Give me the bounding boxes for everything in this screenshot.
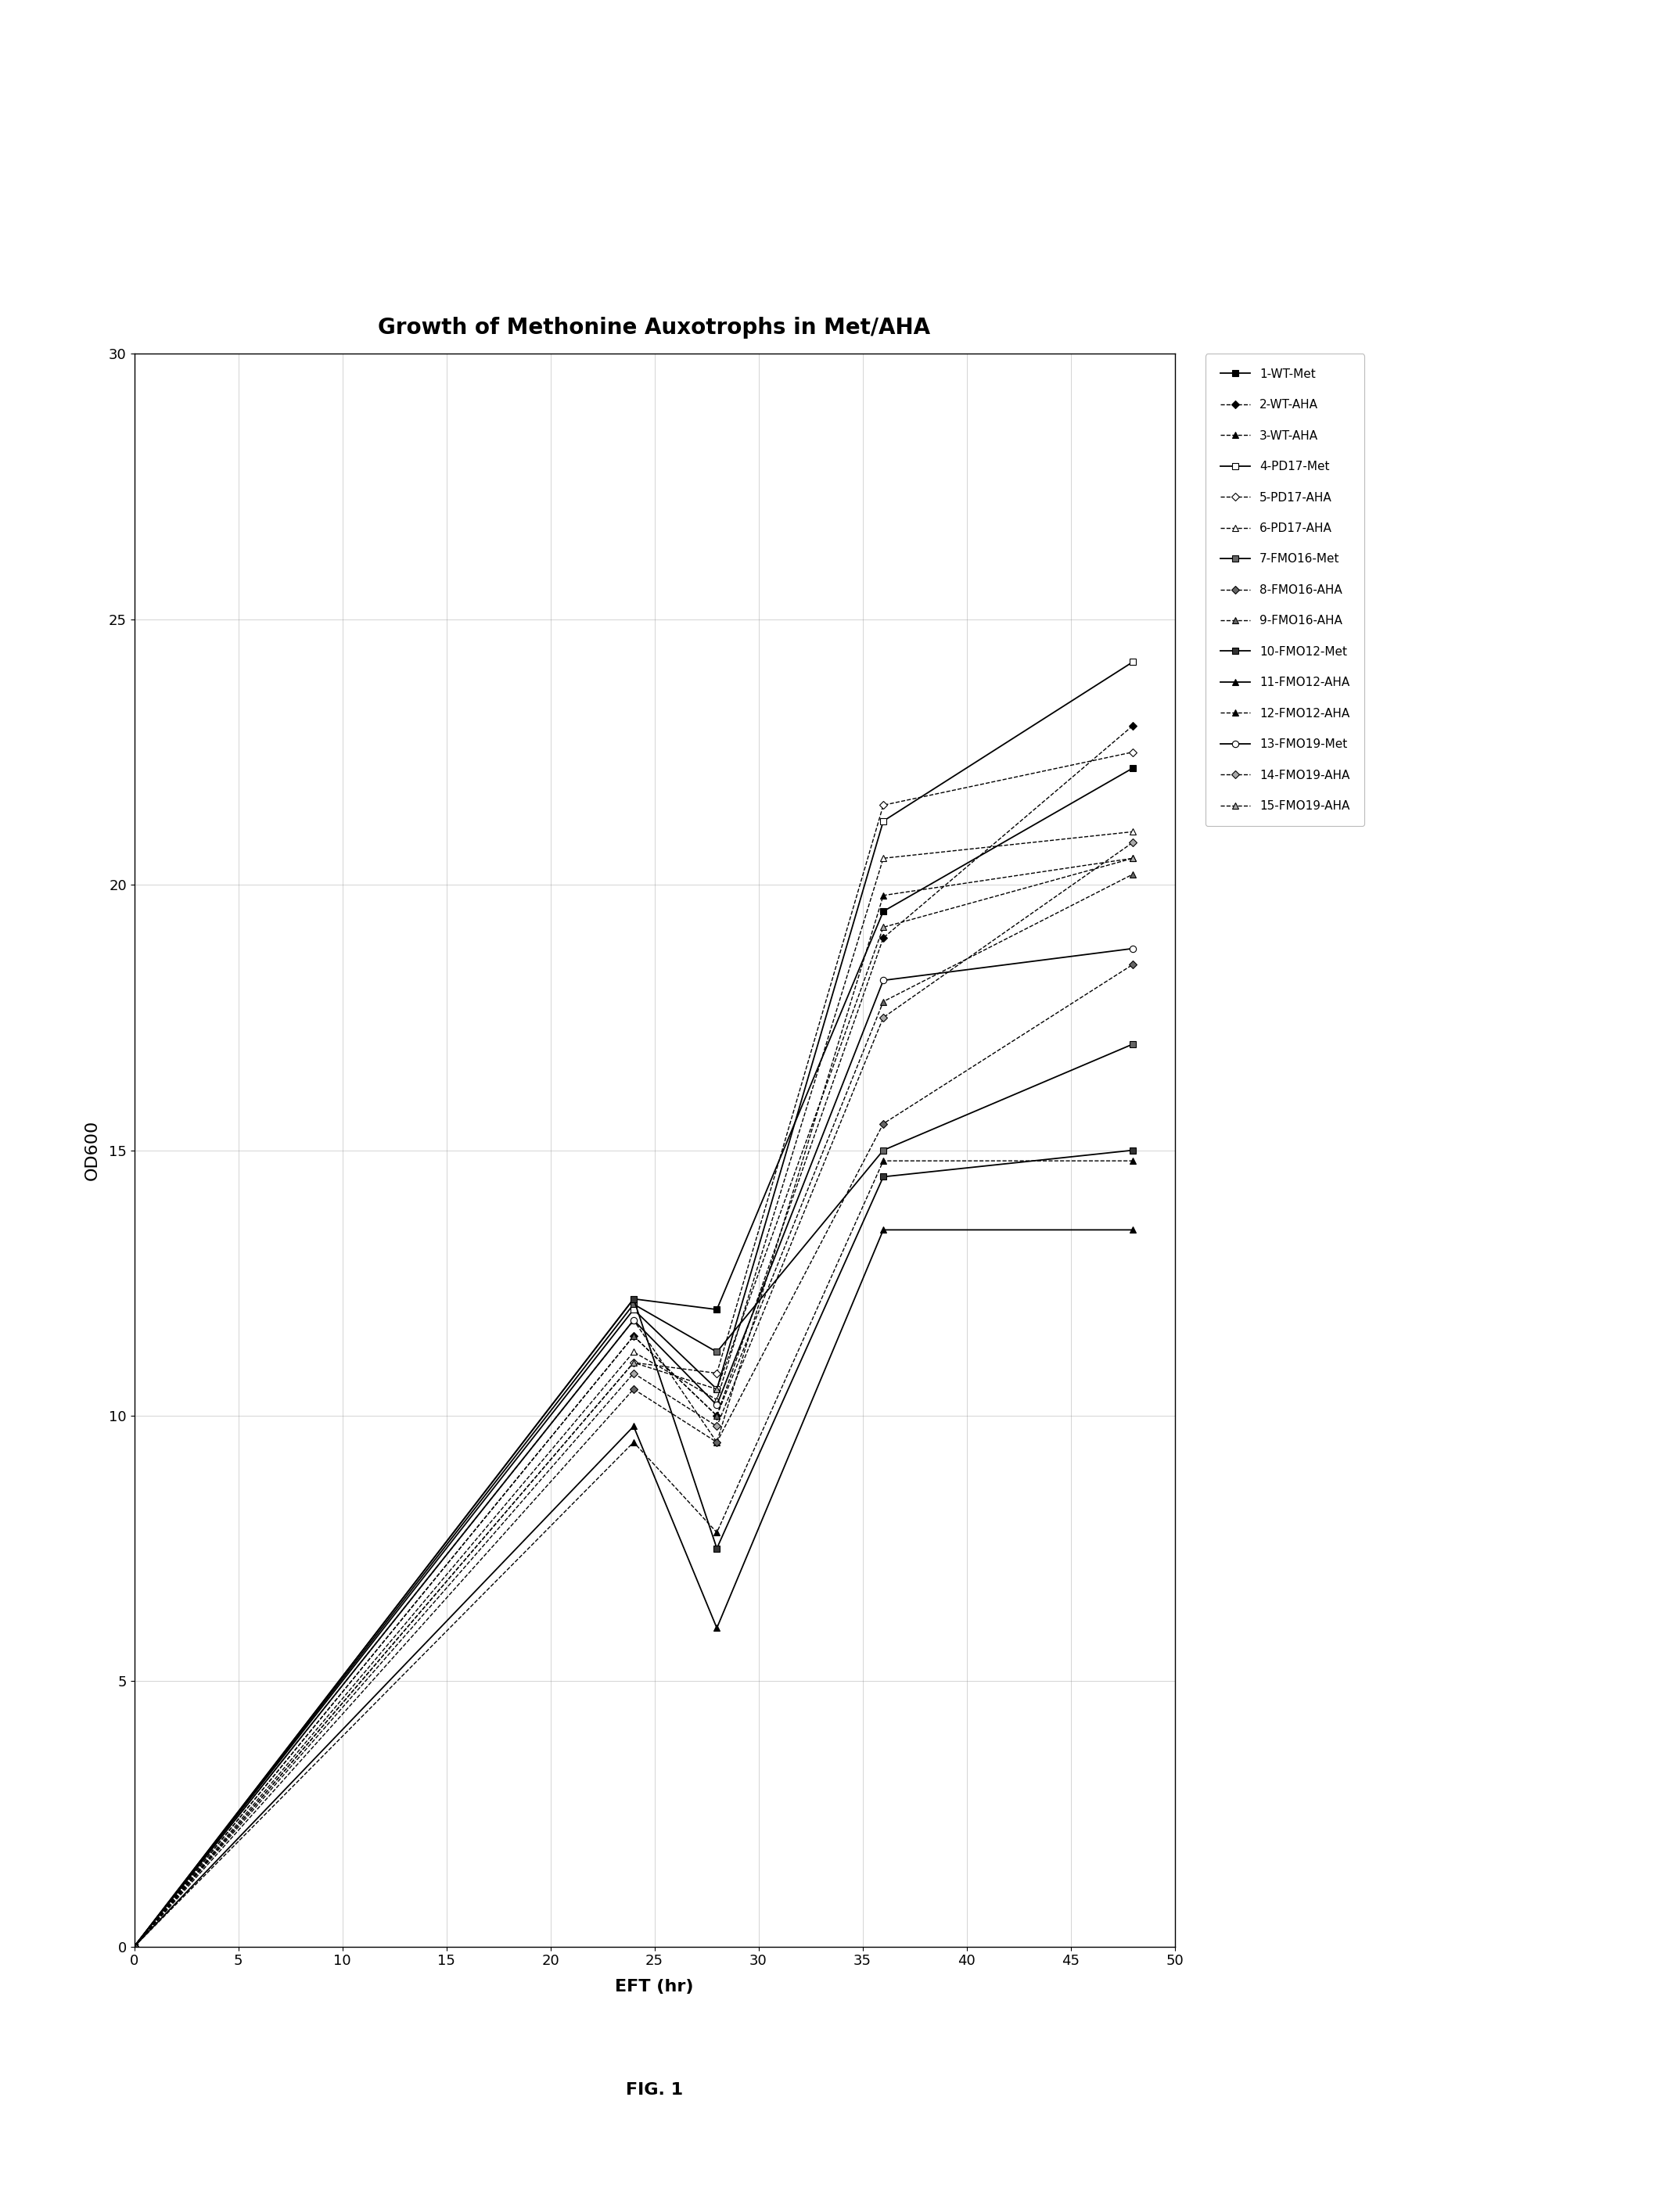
11-FMO12-AHA [873, 1217, 893, 1243]
Title: Growth of Methonine Auxotrophs in Met/AHA: Growth of Methonine Auxotrophs in Met/AH… [378, 316, 931, 338]
12-FMO12-AHA [706, 1520, 727, 1546]
Text: FIG. 1: FIG. 1 [626, 2081, 683, 2099]
5-PD17-AHA [624, 1349, 644, 1376]
4-PD17-Met [706, 1376, 727, 1402]
5-PD17-AHA [124, 1933, 144, 1960]
4-PD17-Met [124, 1933, 144, 1960]
12-FMO12-AHA [624, 1429, 644, 1455]
Line: 15-FMO19-AHA: 15-FMO19-AHA [131, 856, 1136, 1949]
12-FMO12-AHA [124, 1933, 144, 1960]
1-WT-Met [624, 1285, 644, 1312]
10-FMO12-Met [624, 1285, 644, 1312]
11-FMO12-AHA [1123, 1217, 1143, 1243]
13-FMO19-Met [1123, 936, 1143, 962]
6-PD17-AHA [1123, 818, 1143, 845]
1-WT-Met [1123, 754, 1143, 781]
11-FMO12-AHA [124, 1933, 144, 1960]
Line: 6-PD17-AHA: 6-PD17-AHA [131, 830, 1136, 1949]
5-PD17-AHA [1123, 739, 1143, 765]
X-axis label: EFT (hr): EFT (hr) [616, 1980, 693, 1995]
6-PD17-AHA [706, 1387, 727, 1413]
11-FMO12-AHA [624, 1413, 644, 1440]
Line: 10-FMO12-Met: 10-FMO12-Met [131, 1148, 1136, 1949]
Line: 12-FMO12-AHA: 12-FMO12-AHA [131, 1157, 1136, 1949]
14-FMO19-AHA [1123, 830, 1143, 856]
14-FMO19-AHA [706, 1413, 727, 1440]
3-WT-AHA [124, 1933, 144, 1960]
6-PD17-AHA [873, 845, 893, 872]
8-FMO16-AHA [124, 1933, 144, 1960]
2-WT-AHA [124, 1933, 144, 1960]
14-FMO19-AHA [873, 1004, 893, 1031]
Line: 8-FMO16-AHA: 8-FMO16-AHA [131, 962, 1136, 1949]
1-WT-Met [873, 898, 893, 925]
5-PD17-AHA [706, 1360, 727, 1387]
Y-axis label: OD600: OD600 [84, 1119, 101, 1181]
1-WT-Met [124, 1933, 144, 1960]
Line: 2-WT-AHA: 2-WT-AHA [131, 723, 1136, 1949]
10-FMO12-Met [1123, 1137, 1143, 1164]
7-FMO16-Met [124, 1933, 144, 1960]
3-WT-AHA [1123, 845, 1143, 872]
13-FMO19-Met [624, 1307, 644, 1334]
Line: 1-WT-Met: 1-WT-Met [131, 765, 1136, 1949]
14-FMO19-AHA [124, 1933, 144, 1960]
8-FMO16-AHA [873, 1110, 893, 1137]
3-WT-AHA [873, 883, 893, 909]
12-FMO12-AHA [873, 1148, 893, 1175]
1-WT-Met [706, 1296, 727, 1323]
9-FMO16-AHA [706, 1402, 727, 1429]
Line: 9-FMO16-AHA: 9-FMO16-AHA [131, 872, 1136, 1949]
9-FMO16-AHA [1123, 860, 1143, 887]
9-FMO16-AHA [124, 1933, 144, 1960]
12-FMO12-AHA [1123, 1148, 1143, 1175]
13-FMO19-Met [124, 1933, 144, 1960]
Line: 7-FMO16-Met: 7-FMO16-Met [131, 1042, 1136, 1949]
15-FMO19-AHA [706, 1376, 727, 1402]
4-PD17-Met [624, 1296, 644, 1323]
7-FMO16-Met [1123, 1031, 1143, 1057]
Line: 14-FMO19-AHA: 14-FMO19-AHA [131, 841, 1136, 1949]
15-FMO19-AHA [1123, 845, 1143, 872]
10-FMO12-Met [706, 1535, 727, 1562]
8-FMO16-AHA [624, 1376, 644, 1402]
15-FMO19-AHA [124, 1933, 144, 1960]
3-WT-AHA [706, 1429, 727, 1455]
Line: 5-PD17-AHA: 5-PD17-AHA [131, 750, 1136, 1949]
7-FMO16-Met [706, 1338, 727, 1365]
6-PD17-AHA [124, 1933, 144, 1960]
Legend: 1-WT-Met, 2-WT-AHA, 3-WT-AHA, 4-PD17-Met, 5-PD17-AHA, 6-PD17-AHA, 7-FMO16-Met, 8: 1-WT-Met, 2-WT-AHA, 3-WT-AHA, 4-PD17-Met… [1206, 354, 1364, 827]
10-FMO12-Met [873, 1164, 893, 1190]
9-FMO16-AHA [624, 1323, 644, 1349]
2-WT-AHA [873, 925, 893, 951]
7-FMO16-Met [624, 1292, 644, 1318]
9-FMO16-AHA [873, 989, 893, 1015]
5-PD17-AHA [873, 792, 893, 818]
15-FMO19-AHA [624, 1349, 644, 1376]
8-FMO16-AHA [1123, 951, 1143, 978]
6-PD17-AHA [624, 1338, 644, 1365]
2-WT-AHA [624, 1323, 644, 1349]
Line: 11-FMO12-AHA: 11-FMO12-AHA [131, 1228, 1136, 1949]
3-WT-AHA [624, 1307, 644, 1334]
10-FMO12-Met [124, 1933, 144, 1960]
4-PD17-Met [873, 807, 893, 834]
13-FMO19-Met [706, 1391, 727, 1418]
Line: 4-PD17-Met: 4-PD17-Met [131, 659, 1136, 1949]
11-FMO12-AHA [706, 1615, 727, 1641]
7-FMO16-Met [873, 1137, 893, 1164]
2-WT-AHA [1123, 712, 1143, 739]
Line: 13-FMO19-Met: 13-FMO19-Met [131, 945, 1136, 1949]
15-FMO19-AHA [873, 914, 893, 940]
14-FMO19-AHA [624, 1360, 644, 1387]
8-FMO16-AHA [706, 1429, 727, 1455]
4-PD17-Met [1123, 648, 1143, 675]
Line: 3-WT-AHA: 3-WT-AHA [131, 856, 1136, 1949]
2-WT-AHA [706, 1402, 727, 1429]
13-FMO19-Met [873, 967, 893, 993]
